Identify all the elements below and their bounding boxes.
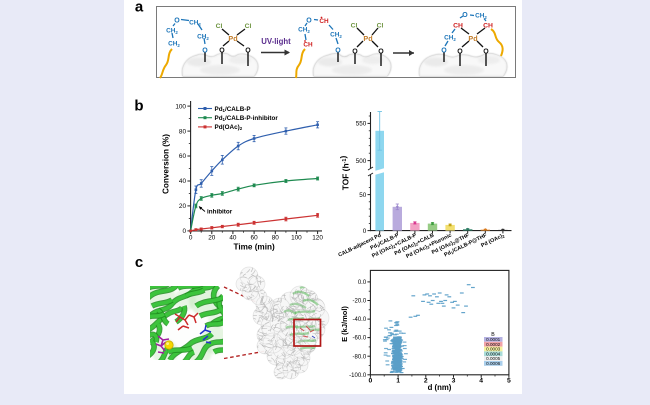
svg-text:80: 80 <box>272 235 280 242</box>
svg-text:CH: CH <box>453 23 463 30</box>
svg-text:CH2: CH2 <box>298 27 310 34</box>
svg-text:UV-light: UV-light <box>261 37 291 46</box>
svg-text:0.0006: 0.0006 <box>486 361 500 366</box>
svg-text:Pd1/CALB-P-inhibitor: Pd1/CALB-P-inhibitor <box>215 115 279 122</box>
svg-text:O: O <box>306 18 312 25</box>
svg-text:CH: CH <box>483 23 493 30</box>
svg-text:-20.0: -20.0 <box>353 299 367 305</box>
svg-text:20: 20 <box>179 203 187 210</box>
svg-text:Pd1/CALB-P: Pd1/CALB-P <box>215 106 251 113</box>
svg-text:Pd: Pd <box>468 34 477 43</box>
svg-text:TOF (h-1): TOF (h-1) <box>338 156 351 191</box>
svg-text:60: 60 <box>179 153 187 160</box>
svg-text:CH2: CH2 <box>444 35 456 42</box>
svg-text:100: 100 <box>175 103 186 110</box>
svg-text:-60.0: -60.0 <box>353 336 367 342</box>
svg-text:0: 0 <box>189 235 193 242</box>
svg-text:0.0005: 0.0005 <box>486 356 500 361</box>
svg-text:E (kJ/mol): E (kJ/mol) <box>340 306 349 342</box>
svg-text:120: 120 <box>312 235 323 242</box>
svg-text:3: 3 <box>452 378 456 385</box>
svg-text:Cl: Cl <box>351 23 358 30</box>
svg-text:O: O <box>245 48 251 55</box>
svg-text:O: O <box>174 18 180 25</box>
svg-text:O: O <box>219 48 225 55</box>
svg-text:4: 4 <box>479 378 483 385</box>
svg-text:Cl: Cl <box>245 23 252 30</box>
svg-text:CH2: CH2 <box>166 28 178 35</box>
svg-text:O: O <box>352 49 358 56</box>
svg-text:500: 500 <box>356 158 367 165</box>
svg-text:-80.0: -80.0 <box>353 354 367 360</box>
svg-text:0.0002: 0.0002 <box>486 342 500 347</box>
svg-text:0: 0 <box>363 228 367 235</box>
svg-text:0: 0 <box>369 378 373 385</box>
svg-text:O: O <box>462 12 468 19</box>
svg-text:1: 1 <box>396 378 400 385</box>
svg-text:0.0004: 0.0004 <box>486 351 500 356</box>
svg-text:5: 5 <box>507 378 511 385</box>
svg-text:O: O <box>441 48 447 55</box>
svg-text:20: 20 <box>208 235 216 242</box>
svg-text:Time (min): Time (min) <box>233 243 275 252</box>
svg-text:CH2: CH2 <box>475 13 487 20</box>
svg-text:B: B <box>491 332 495 338</box>
svg-text:O: O <box>335 48 341 55</box>
svg-text:CH2: CH2 <box>189 20 201 27</box>
svg-text:-40.0: -40.0 <box>353 317 367 323</box>
svg-text:40: 40 <box>179 178 187 185</box>
svg-text:CH: CH <box>303 42 313 49</box>
svg-text:Pd: Pd <box>363 34 372 43</box>
svg-text:CH2: CH2 <box>330 32 342 39</box>
svg-text:Conversion (%): Conversion (%) <box>162 134 171 194</box>
svg-text:inhibitor: inhibitor <box>207 209 233 216</box>
svg-text:2: 2 <box>424 378 428 385</box>
svg-text:CH2: CH2 <box>197 34 209 41</box>
svg-text:c: c <box>135 254 143 271</box>
svg-text:-100.0: -100.0 <box>349 373 367 379</box>
svg-text:Cl: Cl <box>216 23 223 30</box>
svg-text:0.0001: 0.0001 <box>486 337 500 342</box>
svg-text:0.0: 0.0 <box>358 280 367 286</box>
svg-text:CH2: CH2 <box>168 41 180 48</box>
svg-text:O: O <box>202 48 208 55</box>
svg-text:d (nm): d (nm) <box>428 383 452 392</box>
svg-text:100: 100 <box>291 235 302 242</box>
svg-text:Pd(OAc)2: Pd(OAc)2 <box>215 124 243 131</box>
svg-text:550: 550 <box>356 121 367 128</box>
svg-text:CH: CH <box>319 18 329 25</box>
svg-text:40: 40 <box>229 235 237 242</box>
svg-text:Cl: Cl <box>377 23 384 30</box>
svg-text:0.0003: 0.0003 <box>486 347 500 352</box>
svg-text:80: 80 <box>179 128 187 135</box>
svg-text:O: O <box>378 49 384 56</box>
svg-text:b: b <box>134 98 143 115</box>
svg-text:60: 60 <box>251 235 259 242</box>
svg-text:a: a <box>135 0 144 16</box>
svg-text:O: O <box>483 49 489 56</box>
svg-text:50: 50 <box>359 192 367 199</box>
svg-text:0: 0 <box>182 228 186 235</box>
svg-text:Pd: Pd <box>228 34 237 43</box>
svg-text:O: O <box>457 49 463 56</box>
